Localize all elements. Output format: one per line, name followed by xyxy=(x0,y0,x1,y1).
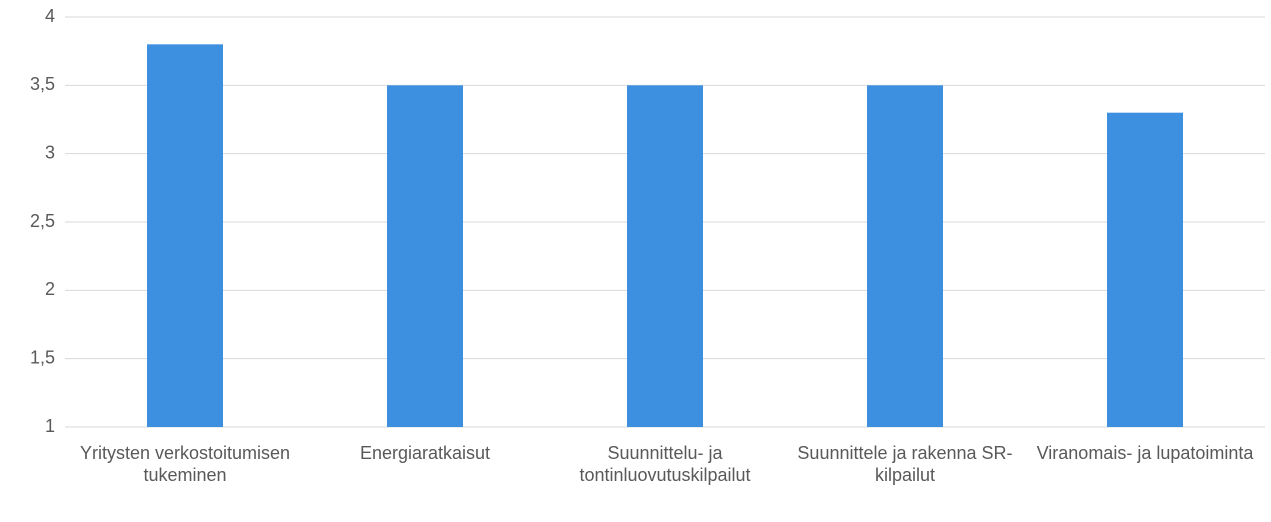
bar xyxy=(627,85,703,427)
x-tick-label: Viranomais- ja lupatoiminta xyxy=(1036,443,1254,463)
y-tick-label: 1 xyxy=(45,416,55,436)
x-tick-label: Yritysten verkostoitumisen tukeminen xyxy=(79,443,291,485)
bar xyxy=(867,85,943,427)
bar xyxy=(1107,112,1183,428)
bar xyxy=(387,85,463,427)
x-tick-label: Energiaratkaisut xyxy=(359,443,491,463)
y-tick-label: 4 xyxy=(45,6,55,26)
y-tick-label: 3 xyxy=(45,142,55,162)
y-tick-label: 2 xyxy=(45,279,55,299)
y-tick-label: 1,5 xyxy=(30,347,55,367)
x-tick-label: Suunnittelu- ja tontinluovutuskilpailut xyxy=(579,443,751,485)
bar xyxy=(147,44,223,427)
y-tick-label: 3,5 xyxy=(30,74,55,94)
x-tick-label: Suunnittele ja rakenna SR-kilpailut xyxy=(797,443,1013,485)
y-tick-label: 2,5 xyxy=(30,211,55,231)
